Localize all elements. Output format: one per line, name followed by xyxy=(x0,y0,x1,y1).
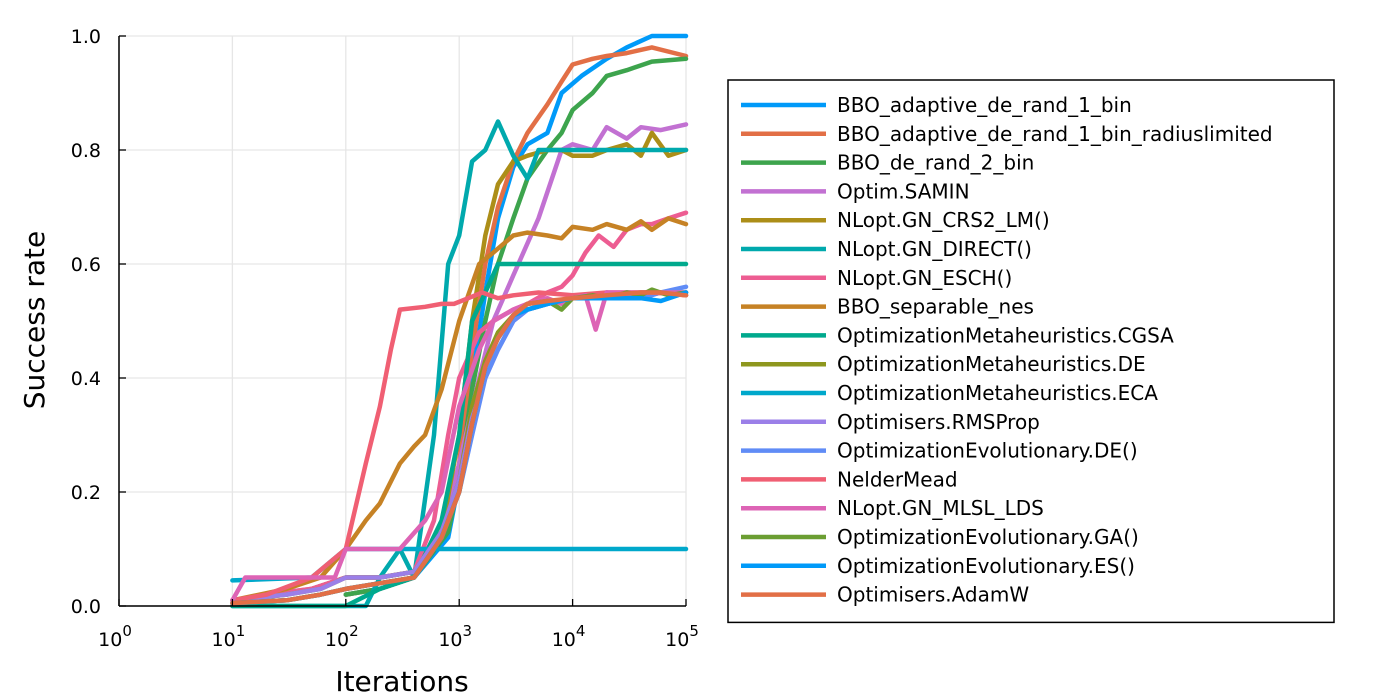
legend-entry: NelderMead xyxy=(837,467,958,491)
series-line-6 xyxy=(230,119,689,609)
legend-entry: Optimisers.RMSProp xyxy=(837,410,1040,434)
legend-entry: BBO_separable_nes xyxy=(837,295,1034,319)
legend-entry: OptimizationMetaheuristics.CGSA xyxy=(837,323,1174,347)
x-tick-exponent: 2 xyxy=(349,622,359,640)
legend-entry: OptimizationMetaheuristics.DE xyxy=(837,352,1146,376)
legend-entry: NLopt.GN_MLSL_LDS xyxy=(837,496,1044,520)
series-line-15 xyxy=(230,290,689,603)
x-tick-base: 10 xyxy=(325,629,349,651)
x-tick-label: 105 xyxy=(665,622,699,651)
legend-entry: OptimizationEvolutionary.GA() xyxy=(837,525,1139,549)
y-axis-title: Success rate xyxy=(18,231,51,410)
legend-entry: OptimizationMetaheuristics.ECA xyxy=(837,381,1158,405)
series-line-9 xyxy=(230,261,689,609)
y-tick-label: 1.0 xyxy=(71,26,101,48)
x-tick-base: 10 xyxy=(98,629,122,651)
legend-entry: BBO_adaptive_de_rand_1_bin_radiuslimited xyxy=(837,122,1273,146)
series-line-18 xyxy=(230,290,689,606)
legend-entry: NLopt.GN_ESCH() xyxy=(837,266,1012,290)
series-line-8 xyxy=(230,216,689,603)
y-tick-label: 0.8 xyxy=(71,140,101,162)
x-tick-base: 10 xyxy=(438,629,462,651)
legend-entry: Optimisers.AdamW xyxy=(837,583,1029,607)
legend-box xyxy=(727,79,1335,624)
series-lines xyxy=(230,33,689,609)
x-tick-exponent: 4 xyxy=(576,622,586,640)
series-line-14 xyxy=(230,290,689,603)
x-tick-exponent: 3 xyxy=(463,622,473,640)
x-tick-label: 102 xyxy=(325,622,359,651)
x-tick-label: 101 xyxy=(212,622,246,651)
legend-entry: OptimizationEvolutionary.DE() xyxy=(837,439,1138,463)
legend: BBO_adaptive_de_rand_1_bin BBO_adaptive_d… xyxy=(727,79,1335,624)
y-tick-label: 0.6 xyxy=(71,254,101,276)
x-tick-label: 104 xyxy=(552,622,586,651)
y-tick-label: 0.2 xyxy=(71,482,101,504)
legend-entry: BBO_adaptive_de_rand_1_bin xyxy=(837,93,1132,117)
x-tick-label: 100 xyxy=(98,622,132,651)
y-tick-label: 0.0 xyxy=(71,596,101,618)
legend-entry: Optim.SAMIN xyxy=(837,179,970,203)
x-tick-base: 10 xyxy=(552,629,576,651)
x-tick-label: 103 xyxy=(438,622,472,651)
x-axis-title: Iterations xyxy=(335,665,468,698)
x-tick-base: 10 xyxy=(665,629,689,651)
x-tick-base: 10 xyxy=(212,629,236,651)
legend-entry: BBO_de_rand_2_bin xyxy=(837,151,1034,175)
legend-entry: NLopt.GN_CRS2_LM() xyxy=(837,208,1050,232)
legend-entry: NLopt.GN_DIRECT() xyxy=(837,237,1032,261)
x-tick-exponent: 0 xyxy=(122,622,132,640)
x-tick-exponent: 1 xyxy=(236,622,246,640)
y-tick-label: 0.4 xyxy=(71,368,101,390)
x-tick-exponent: 5 xyxy=(689,622,699,640)
axes xyxy=(118,35,687,607)
grid xyxy=(118,35,687,607)
legend-entry: OptimizationEvolutionary.ES() xyxy=(837,554,1135,578)
